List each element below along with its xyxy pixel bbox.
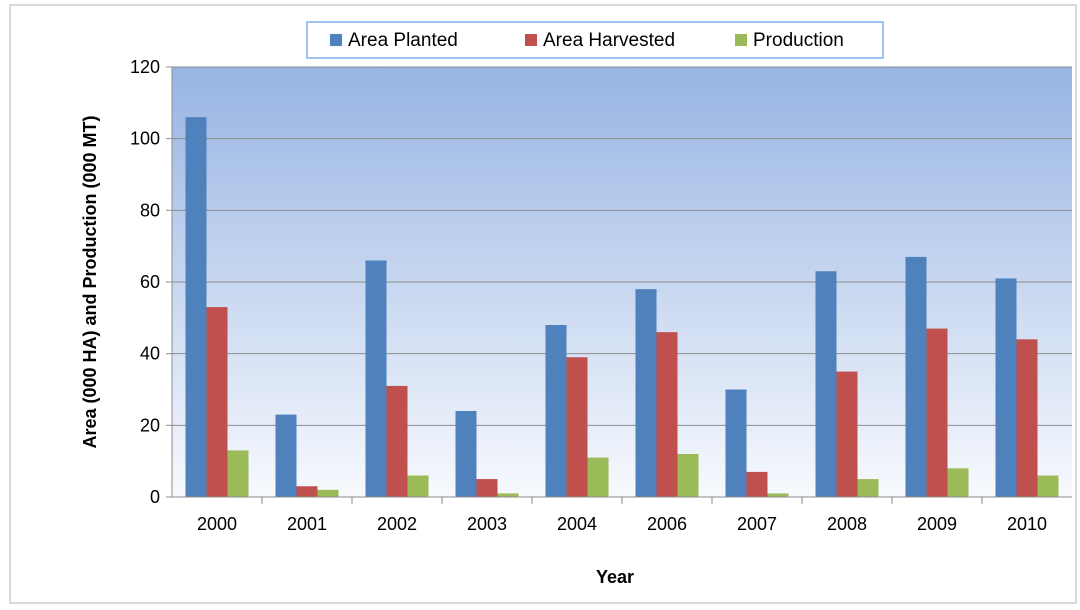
y-axis-title: Area (000 HA) and Production (000 MT) xyxy=(80,115,100,448)
bar-production-2007 xyxy=(767,493,789,497)
bar-area-planted-2003 xyxy=(455,411,477,497)
bar-area-harvested-2009 xyxy=(926,328,948,497)
bar-area-planted-2004 xyxy=(545,325,567,497)
x-tick-label: 2007 xyxy=(737,514,777,534)
y-tick-label: 100 xyxy=(130,129,160,149)
bar-area-planted-2007 xyxy=(725,389,747,497)
legend-box xyxy=(306,21,884,59)
bar-production-2009 xyxy=(947,468,969,497)
x-axis-title: Year xyxy=(596,567,634,587)
bar-area-planted-2009 xyxy=(905,256,927,497)
bar-production-2006 xyxy=(677,454,699,497)
bar-area-harvested-2004 xyxy=(566,357,588,497)
y-tick-label: 60 xyxy=(140,272,160,292)
x-tick-label: 2000 xyxy=(197,514,237,534)
axes: 0 20 40 60 80 100 120 2000 2001 2002 2003 2004 2006 2… xyxy=(130,57,1072,534)
legend-label-area-planted: Area Planted xyxy=(348,30,458,51)
y-tick-label: 20 xyxy=(140,415,160,435)
legend-swatch-production xyxy=(735,34,747,46)
x-tick-label: 2006 xyxy=(647,514,687,534)
bar-area-harvested-2006 xyxy=(656,332,678,497)
y-tick-label: 40 xyxy=(140,344,160,364)
x-tick-label: 2003 xyxy=(467,514,507,534)
bar-area-planted-2006 xyxy=(635,289,657,497)
y-tick-label: 0 xyxy=(150,487,160,507)
bar-area-harvested-2007 xyxy=(746,471,768,497)
legend-label-production: Production xyxy=(753,30,844,51)
bar-production-2008 xyxy=(857,479,879,497)
bar-production-2002 xyxy=(407,475,429,497)
bar-area-planted-2001 xyxy=(275,414,297,497)
x-tick-label: 2009 xyxy=(917,514,957,534)
legend-swatch-area-harvested xyxy=(525,34,537,46)
bars xyxy=(185,117,1059,498)
bar-area-planted-2008 xyxy=(815,271,837,497)
bar-area-harvested-2000 xyxy=(206,307,228,497)
y-tick-label: 120 xyxy=(130,57,160,77)
bar-area-harvested-2001 xyxy=(296,486,318,497)
legend-label-area-harvested: Area Harvested xyxy=(543,30,675,51)
bar-area-harvested-2010 xyxy=(1016,339,1038,497)
bar-area-harvested-2003 xyxy=(476,479,498,497)
bar-area-harvested-2008 xyxy=(836,371,858,497)
x-tick-label: 2001 xyxy=(287,514,327,534)
x-tick-label: 2004 xyxy=(557,514,597,534)
bar-production-2000 xyxy=(227,450,249,497)
bar-production-2001 xyxy=(317,489,339,497)
bar-area-planted-2000 xyxy=(185,117,207,498)
x-tick-label: 2002 xyxy=(377,514,417,534)
bar-production-2004 xyxy=(587,457,609,497)
x-tick-label: 2010 xyxy=(1007,514,1047,534)
legend-swatch-area-planted xyxy=(330,34,342,46)
bar-production-2003 xyxy=(497,493,519,497)
y-tick-label: 80 xyxy=(140,200,160,220)
bar-area-planted-2010 xyxy=(995,278,1017,497)
bar-area-harvested-2002 xyxy=(386,385,408,497)
x-tick-label: 2008 xyxy=(827,514,867,534)
legend: Area Planted Area Harvested Production xyxy=(306,21,884,59)
bar-area-planted-2002 xyxy=(365,260,387,497)
bar-production-2010 xyxy=(1037,475,1059,497)
